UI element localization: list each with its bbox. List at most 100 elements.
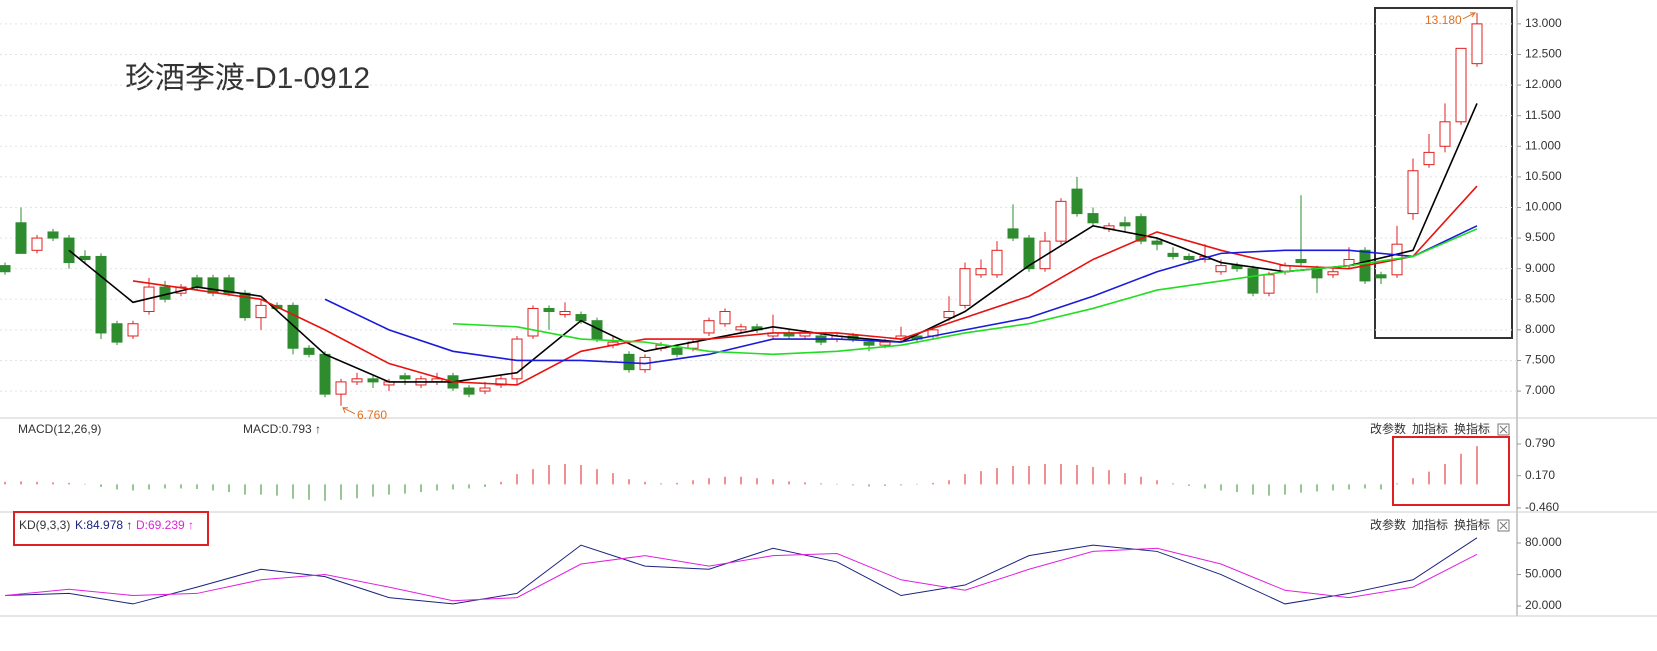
candle-body [1023,237,1035,270]
candle-body [1135,216,1147,242]
macd-value: MACD:0.793 ↑ [243,422,321,436]
candle-body [1167,252,1179,257]
candle-body [1087,213,1099,224]
y-tick-label: 12.000 [1525,77,1562,91]
candle-body [1311,268,1323,279]
y-tick-label: 11.000 [1525,138,1561,152]
legend-k: K:84.978 ↑ [75,518,132,532]
y-tick-label: -0.460 [1525,500,1559,514]
annotation-arrow [342,407,356,415]
candle-body [479,387,491,392]
candle-body [463,387,475,395]
candle-body [1071,188,1083,215]
candle-body [255,304,267,319]
candle-body [543,307,555,313]
candle-body [399,375,411,380]
candle-body [879,341,891,346]
candle-body [1439,121,1451,147]
y-tick-label: 8.500 [1525,291,1555,305]
candle-body [79,255,91,260]
line-series [68,103,1478,383]
kd-title: KD(9,3,3) [19,518,70,532]
candle-body [351,378,363,383]
annotation-arrow [1462,12,1476,20]
candle-body [1327,271,1339,276]
candle-body [1263,274,1275,294]
y-tick-label: 0.790 [1525,436,1555,450]
candle-body [991,249,1003,276]
y-tick-label: 10.000 [1525,200,1562,214]
candle-body [303,347,315,355]
candle-body [15,222,27,254]
control[interactable]: 加指标 [1412,517,1448,532]
line-series [4,547,1478,602]
control[interactable]: 换指标 [1454,421,1490,436]
candle-body [1375,274,1387,279]
candle-body [1471,23,1483,65]
line-series [324,225,1478,365]
candle-body [959,268,971,306]
candle-body [319,353,331,395]
candle-body [719,311,731,325]
candle-body [527,307,539,337]
candle-body [943,311,955,319]
candle-body [559,311,571,316]
y-tick-label: 9.500 [1525,230,1555,244]
candle-body [335,381,347,395]
candle-body [1407,170,1419,215]
close-button[interactable] [1497,519,1510,532]
y-tick-label: 10.500 [1525,169,1562,183]
y-tick-label: 20.000 [1525,598,1562,612]
candle-body [511,338,523,380]
highlight-box [13,511,209,546]
control[interactable]: 加指标 [1412,421,1448,436]
candle-body [287,304,299,349]
candle-body [671,347,683,355]
candle-body [1423,151,1435,166]
candle-body [1183,255,1195,260]
y-tick-label: 7.500 [1525,353,1555,367]
candle-body [1055,200,1067,242]
macd-title: MACD(12,26,9) [18,422,101,436]
chart-title: 珍酒李渡-D1-0912 [125,62,370,95]
legend-d: D:69.239 ↑ [136,518,194,532]
candle-body [975,268,987,276]
control[interactable]: 换指标 [1454,517,1490,532]
y-tick-label: 8.000 [1525,322,1555,336]
candle-body [575,314,587,322]
close-button[interactable] [1497,423,1510,436]
candle-body [735,326,747,331]
annotation: 6.760 [357,408,387,422]
candle-body [1119,222,1131,227]
candle-body [1007,228,1019,239]
candle-body [95,255,107,334]
candle-body [1215,265,1227,273]
y-tick-label: 9.000 [1525,261,1555,275]
y-tick-label: 12.500 [1525,47,1562,61]
highlight-box [1374,7,1513,339]
y-tick-label: 13.000 [1525,16,1562,30]
candle-body [223,277,235,294]
control[interactable]: 改参数 [1370,517,1406,532]
candle-body [703,320,715,334]
control[interactable]: 改参数 [1370,421,1406,436]
y-tick-label: 0.170 [1525,468,1555,482]
y-tick-label: 80.000 [1525,535,1562,549]
candle-body [1151,240,1163,245]
highlight-box [1392,436,1510,506]
line-series [132,185,1478,386]
candle-body [127,323,139,337]
annotation: 13.180 [1425,13,1462,27]
candle-body [111,323,123,343]
candle-body [1455,47,1467,123]
line-series [452,228,1478,356]
y-tick-label: 7.000 [1525,383,1555,397]
line-series [4,537,1478,605]
candle-body [367,378,379,383]
candle-body [207,277,219,294]
candle-body [47,231,59,239]
candle-body [31,237,43,251]
y-tick-label: 11.500 [1525,108,1561,122]
